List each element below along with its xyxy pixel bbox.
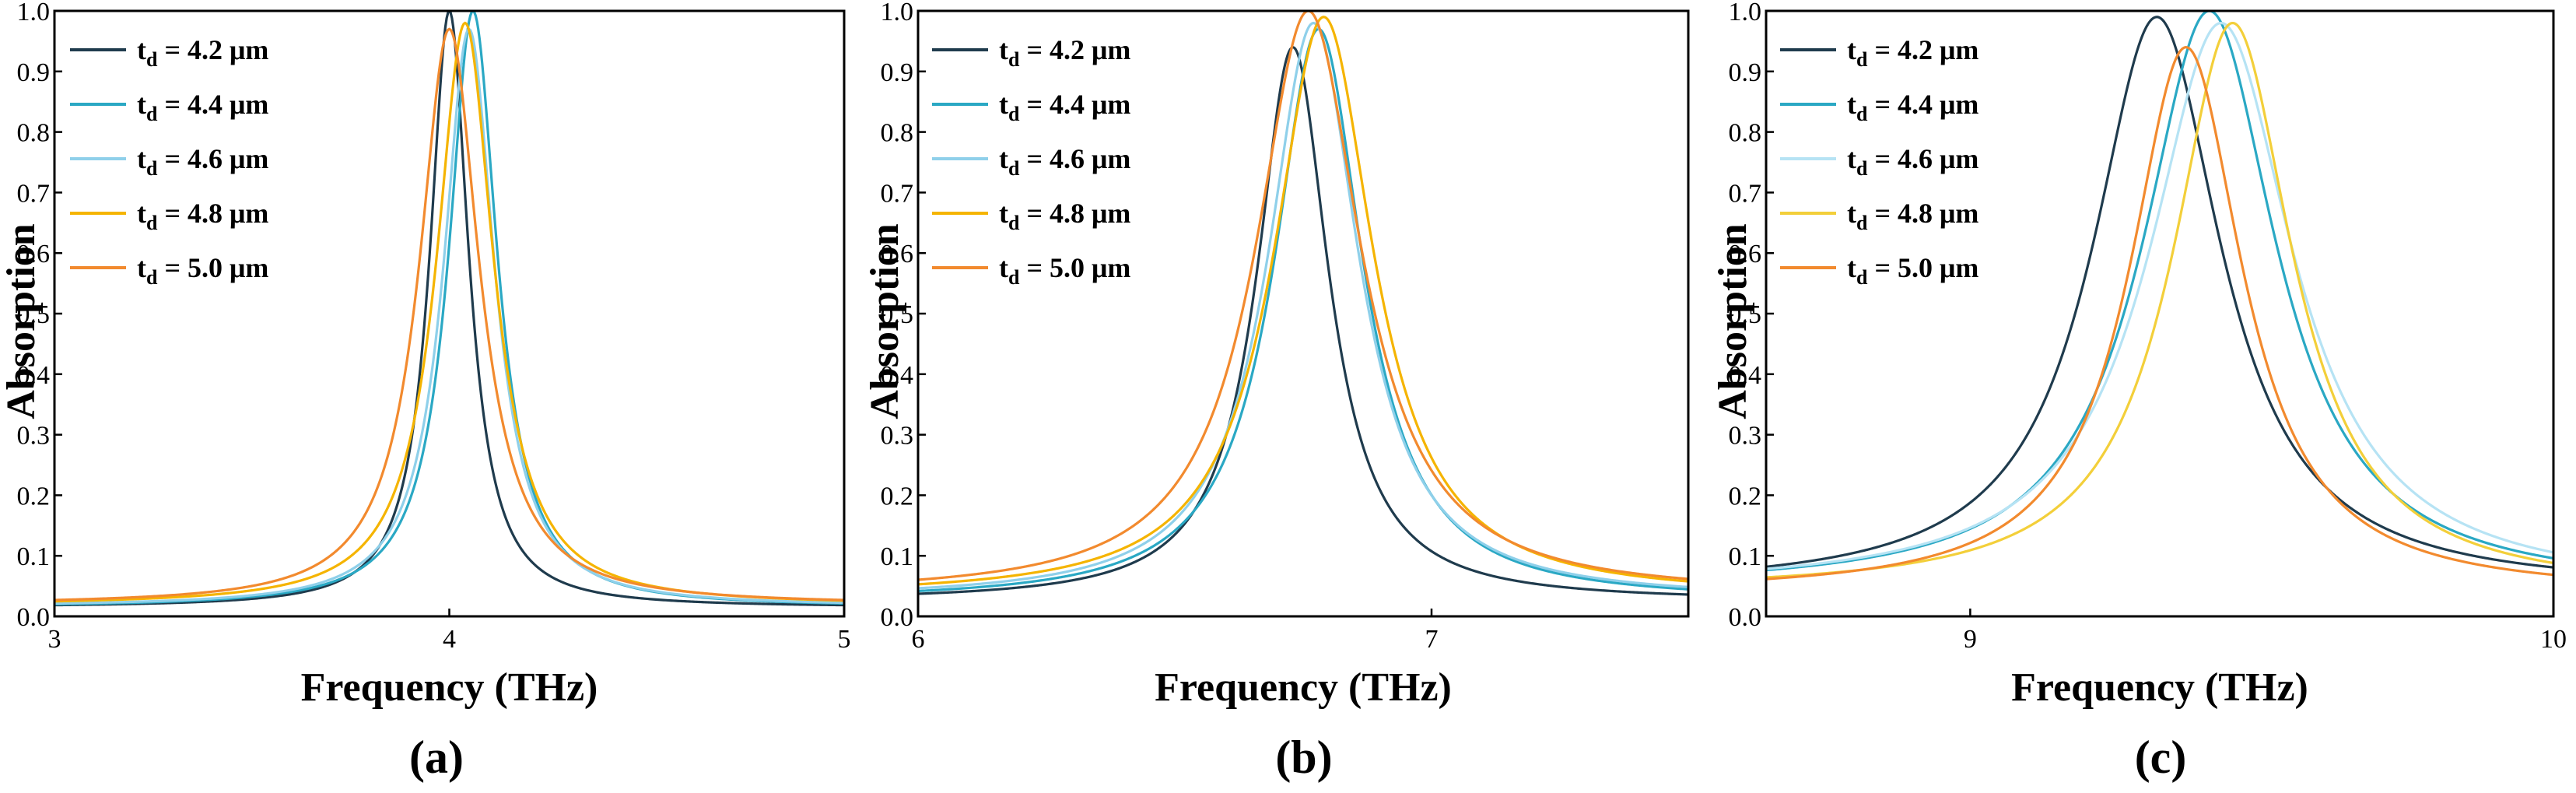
chart-panel-2: 0.0 0.1 0.2 0.3 0.4 0.5 0.6 0.7 0.8 0.9 1.0 9 10 Freq… xyxy=(1711,0,2567,783)
y-tick-label: 0.5 xyxy=(17,300,51,329)
y-tick-label: 1.0 xyxy=(17,0,51,26)
series-group xyxy=(1766,11,2553,581)
y-tick-label: 0.1 xyxy=(1729,542,1762,571)
y-axis-label: Absorption xyxy=(1711,223,1755,419)
legend: td = 4.2 μm td = 4.4 μm td = 4.6 μm td = 4.… xyxy=(932,34,1130,289)
y-tick-label: 0.9 xyxy=(1729,58,1762,87)
series-line-4.4 xyxy=(1766,11,2553,572)
legend-entry-4.2: td = 4.2 μm xyxy=(137,34,268,71)
y-tick-label: 0.6 xyxy=(881,240,914,268)
x-tick-label: 10 xyxy=(2540,625,2567,654)
series-line-4.8 xyxy=(1766,22,2553,579)
chart-panel-1: 0.0 0.1 0.2 0.3 0.4 0.5 0.6 0.7 0.8 0.9 1.0 6 7 Frequ… xyxy=(863,0,1690,783)
legend-entry-4.8: td = 4.8 μm xyxy=(137,198,268,234)
legend-entry-4.6: td = 4.6 μm xyxy=(999,143,1130,180)
y-tick-label: 0.3 xyxy=(17,422,51,451)
x-axis-label: Frequency (THz) xyxy=(2011,665,2308,710)
legend-entry-4.8: td = 4.8 μm xyxy=(999,198,1130,234)
series-line-5.0 xyxy=(918,11,1688,581)
y-tick-label: 0.8 xyxy=(17,119,51,148)
x-tick-label: 7 xyxy=(1425,625,1439,654)
series-line-5.0 xyxy=(54,27,844,602)
x-axis-label: Frequency (THz) xyxy=(301,665,598,710)
y-tick-label: 0.9 xyxy=(17,58,51,87)
y-tick-label: 0.4 xyxy=(17,361,51,390)
legend-entry-5.0: td = 5.0 μm xyxy=(137,252,268,289)
legend-entry-5.0: td = 5.0 μm xyxy=(999,252,1130,289)
y-tick-label: 0.7 xyxy=(17,179,51,208)
x-axis-label: Frequency (THz) xyxy=(1155,665,1452,710)
legend-entry-4.4: td = 4.4 μm xyxy=(137,89,268,125)
legend-entry-4.2: td = 4.2 μm xyxy=(1847,34,1978,71)
x-tick-label: 3 xyxy=(48,625,61,654)
series-line-4.6 xyxy=(1766,21,2553,570)
legend: td = 4.2 μm td = 4.4 μm td = 4.6 μm td = 4.… xyxy=(1780,34,1978,289)
y-tick-label: 0.7 xyxy=(881,179,914,208)
x-tick-label: 5 xyxy=(838,625,851,654)
legend: td = 4.2 μm td = 4.4 μm td = 4.6 μm td = 4.… xyxy=(70,34,268,289)
legend-entry-4.2: td = 4.2 μm xyxy=(999,34,1130,71)
y-tick-label: 0.7 xyxy=(1729,179,1762,208)
x-tick-label: 9 xyxy=(1964,625,1977,654)
y-tick-label: 0.5 xyxy=(881,300,914,329)
y-tick-label: 0.3 xyxy=(1729,422,1762,451)
series-line-4.2 xyxy=(1766,16,2553,569)
y-tick-label: 0.0 xyxy=(17,603,51,632)
panel-label: (c) xyxy=(2135,732,2187,783)
y-tick-label: 0.2 xyxy=(881,482,914,511)
legend-entry-4.4: td = 4.4 μm xyxy=(999,89,1130,125)
y-tick-label: 0.4 xyxy=(881,361,914,390)
series-line-4.2 xyxy=(54,11,844,607)
legend-entry-5.0: td = 5.0 μm xyxy=(1847,252,1978,289)
y-tick-label: 0.1 xyxy=(881,542,914,571)
series-group xyxy=(918,11,1688,596)
legend-entry-4.6: td = 4.6 μm xyxy=(137,143,268,180)
series-line-4.2 xyxy=(918,45,1688,596)
chart-panel-0: 0.0 0.1 0.2 0.3 0.4 0.5 0.6 0.7 0.8 0.9 1.0 3 4 5 Freq… xyxy=(0,0,851,783)
legend-entry-4.8: td = 4.8 μm xyxy=(1847,198,1978,234)
panel-label: (a) xyxy=(409,732,464,783)
y-axis-label: Absorption xyxy=(863,223,907,419)
series-line-4.6 xyxy=(918,21,1688,590)
x-tick-label: 4 xyxy=(443,625,456,654)
y-tick-label: 0.9 xyxy=(881,58,914,87)
legend-entry-4.6: td = 4.6 μm xyxy=(1847,143,1978,180)
series-line-4.8 xyxy=(918,16,1688,586)
series-line-4.6 xyxy=(54,27,844,605)
y-tick-label: 0.4 xyxy=(1729,361,1762,390)
y-tick-label: 0.8 xyxy=(881,119,914,148)
legend-entry-4.4: td = 4.4 μm xyxy=(1847,89,1978,125)
y-tick-label: 0.3 xyxy=(881,422,914,451)
y-tick-label: 1.0 xyxy=(1729,0,1762,26)
panel-label: (b) xyxy=(1275,732,1332,783)
x-tick-label: 6 xyxy=(912,625,925,654)
y-tick-label: 0.2 xyxy=(17,482,51,511)
y-tick-label: 0.5 xyxy=(1729,300,1762,329)
y-tick-label: 0.0 xyxy=(1729,603,1762,632)
y-tick-label: 0.2 xyxy=(1729,482,1762,511)
y-tick-label: 0.1 xyxy=(17,542,51,571)
y-axis-label: Absorption xyxy=(0,223,44,419)
y-tick-label: 0.6 xyxy=(17,240,51,268)
series-group xyxy=(54,11,844,607)
y-tick-label: 0.6 xyxy=(1729,240,1762,268)
y-tick-label: 1.0 xyxy=(881,0,914,26)
y-tick-label: 0.0 xyxy=(881,603,914,632)
y-tick-label: 0.8 xyxy=(1729,119,1762,148)
series-line-5.0 xyxy=(1766,46,2553,581)
